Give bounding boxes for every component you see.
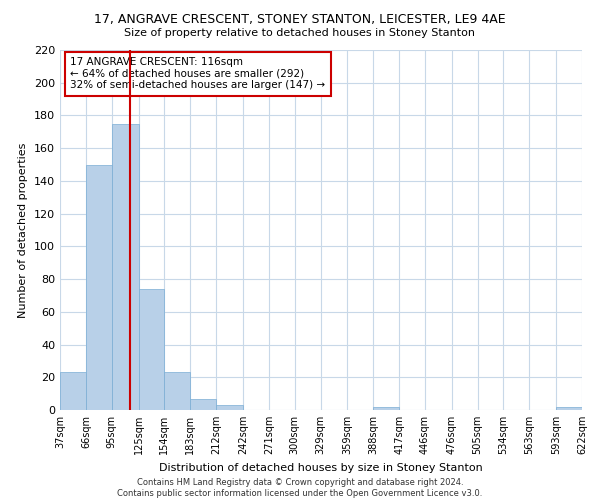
Bar [216, 405, 243, 410]
Bar [60, 372, 86, 410]
Text: 17, ANGRAVE CRESCENT, STONEY STANTON, LEICESTER, LE9 4AE: 17, ANGRAVE CRESCENT, STONEY STANTON, LE… [94, 12, 506, 26]
Bar [556, 406, 582, 410]
Y-axis label: Number of detached properties: Number of detached properties [19, 142, 28, 318]
Text: Contains HM Land Registry data © Crown copyright and database right 2024.
Contai: Contains HM Land Registry data © Crown c… [118, 478, 482, 498]
X-axis label: Distribution of detached houses by size in Stoney Stanton: Distribution of detached houses by size … [159, 462, 483, 472]
Bar [190, 398, 216, 410]
Bar [373, 406, 399, 410]
Bar [86, 164, 112, 410]
Bar [139, 289, 164, 410]
Bar [164, 372, 190, 410]
Text: 17 ANGRAVE CRESCENT: 116sqm
← 64% of detached houses are smaller (292)
32% of se: 17 ANGRAVE CRESCENT: 116sqm ← 64% of det… [70, 57, 326, 90]
Bar [112, 124, 139, 410]
Text: Size of property relative to detached houses in Stoney Stanton: Size of property relative to detached ho… [125, 28, 476, 38]
